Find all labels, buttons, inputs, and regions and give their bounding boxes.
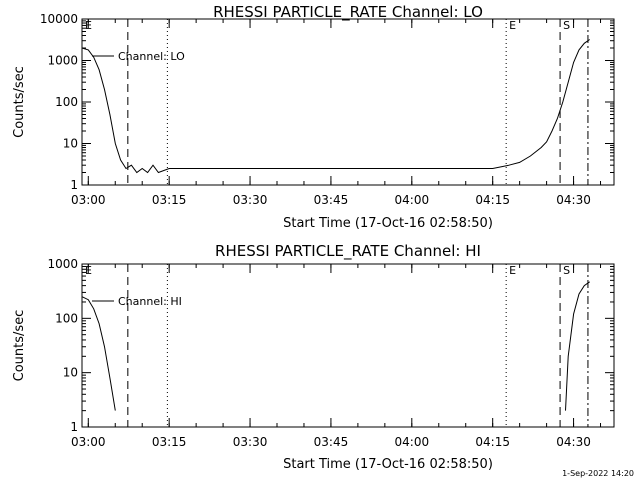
panel2-marker-label: E (509, 264, 516, 277)
panel1-x-tick-label: 03:45 (314, 193, 349, 207)
panel1-x-tick-label: 04:30 (556, 193, 591, 207)
panel1-y-tick-label: 1000 (47, 54, 78, 68)
panel2-series-line (81, 296, 116, 411)
panel1-y-tick-label: 100 (55, 95, 78, 109)
panel2-x-tick-label: 03:00 (71, 435, 106, 449)
panel2-marker-label: E (85, 264, 92, 277)
panel1-x-tick-label: 03:30 (233, 193, 268, 207)
panel1-marker-label: E (509, 19, 516, 32)
timestamp-footer: 1-Sep-2022 14:20 (562, 469, 634, 478)
panel1-marker-label: S (563, 19, 570, 32)
panel1-y-tick-label: 1 (70, 178, 78, 192)
panel2-y-tick-label: 100 (55, 311, 78, 325)
panel2-y-tick-label: 1 (70, 420, 78, 434)
panel2-x-axis-label: Start Time (17-Oct-16 02:58:50) (283, 457, 493, 472)
panel1-title: RHESSI PARTICLE_RATE Channel: LO (213, 3, 483, 22)
panel1-x-tick-label: 03:15 (152, 193, 187, 207)
panel2-x-tick-label: 03:30 (233, 435, 268, 449)
panel2-plot-frame (81, 263, 615, 428)
panel1-y-axis-label: Counts/sec (12, 66, 27, 138)
panel1-series-line (81, 39, 590, 174)
panel2-marker-label: S (563, 264, 570, 277)
panel2-x-tick-label: 04:15 (475, 435, 510, 449)
panel2-series-line (565, 281, 590, 411)
panel2-x-tick-label: 03:45 (314, 435, 349, 449)
panel1-x-tick-label: 04:15 (475, 193, 510, 207)
panel1-x-tick-label: 04:00 (395, 193, 430, 207)
panel2-y-tick-label: 10 (63, 366, 78, 380)
panel1-y-tick-label: 10000 (40, 12, 78, 26)
panel2-legend-label: Channel: HI (118, 295, 182, 308)
panel1-legend-label: Channel: LO (118, 50, 185, 63)
panel1-x-axis-label: Start Time (17-Oct-16 02:58:50) (283, 216, 493, 231)
panel1-plot-frame (81, 18, 615, 186)
panel2-x-tick-label: 04:00 (395, 435, 430, 449)
panel1-x-tick-label: 03:00 (71, 193, 106, 207)
panel2-y-axis-label: Counts/sec (12, 310, 27, 382)
panel1-marker-label: E (85, 19, 92, 32)
panel2-x-tick-label: 04:30 (556, 435, 591, 449)
panel2-x-tick-label: 03:15 (152, 435, 187, 449)
panel1-y-tick-label: 10 (63, 137, 78, 151)
panel2-y-tick-label: 1000 (47, 257, 78, 271)
panel2-title: RHESSI PARTICLE_RATE Channel: HI (215, 242, 481, 261)
